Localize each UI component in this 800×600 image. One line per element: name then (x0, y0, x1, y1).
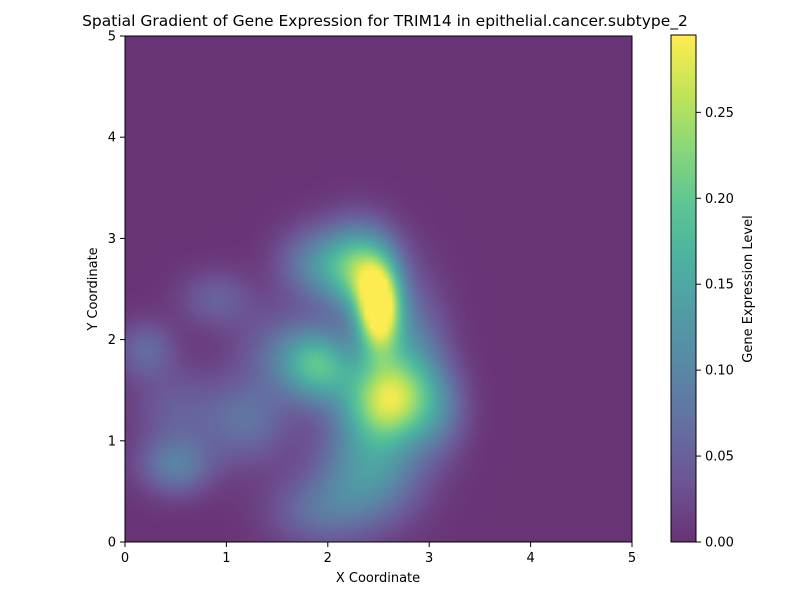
y-tick-label: 5 (108, 30, 116, 45)
x-tick-label: 3 (425, 551, 433, 566)
x-axis-label: X Coordinate (336, 571, 420, 586)
y-axis-label: Y Coordinate (86, 247, 101, 331)
y-tick-label: 4 (108, 131, 116, 146)
y-tick-label: 0 (108, 536, 116, 551)
heatmap-image (125, 36, 632, 542)
y-tick-label: 2 (108, 333, 116, 348)
colorbar-ticks: 0.00 0.05 0.10 0.15 0.20 0.25 (696, 106, 734, 551)
colorbar-tick-label: 0.10 (705, 364, 734, 379)
x-tick-label: 1 (222, 551, 230, 566)
y-tick-label: 3 (108, 232, 116, 247)
x-axis: 0 1 2 3 4 5 (121, 542, 636, 566)
y-tick-label: 1 (108, 434, 116, 449)
colorbar-gradient (671, 35, 696, 542)
colorbar-tick-label: 0.20 (705, 192, 734, 207)
colorbar-tick-label: 0.05 (705, 450, 734, 465)
x-tick-label: 2 (324, 551, 332, 566)
x-tick-label: 5 (628, 551, 636, 566)
y-axis: 0 1 2 3 4 5 (108, 30, 125, 551)
colorbar-frame (670, 34, 697, 543)
colorbar: 0.00 0.05 0.10 0.15 0.20 0.25 Gene Expression… (670, 34, 756, 551)
plot-frame (124, 35, 633, 543)
colorbar-label: Gene Expression Level (741, 215, 756, 362)
x-tick-label: 0 (121, 551, 129, 566)
x-tick-label: 4 (526, 551, 534, 566)
colorbar-tick-label: 0.00 (705, 536, 734, 551)
colorbar-tick-label: 0.25 (705, 106, 734, 121)
plot-area (124, 35, 633, 543)
chart-title: Spatial Gradient of Gene Expression for … (82, 12, 688, 31)
colorbar-tick-label: 0.15 (705, 278, 734, 293)
